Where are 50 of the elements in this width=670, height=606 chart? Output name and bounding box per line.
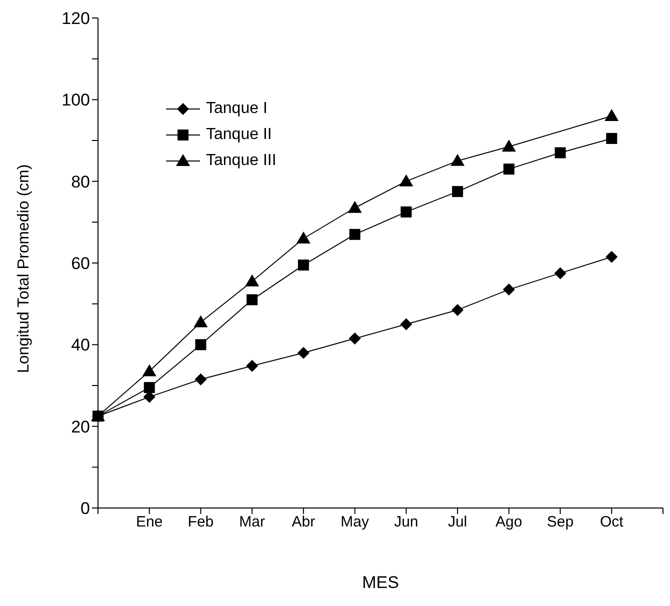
point (604, 109, 619, 121)
x-tick-label: Jul (448, 514, 468, 531)
point (502, 140, 516, 152)
x-tick-label: Ene (136, 514, 163, 531)
point (194, 373, 207, 386)
legend-label: Tanque I (206, 100, 268, 118)
x-tick-label: May (340, 514, 370, 531)
x-tick-label: Sep (546, 514, 574, 531)
y-axis-title: Longitud Total Promedio (cm) (16, 164, 33, 373)
point (503, 164, 514, 175)
legend-label: Tanque III (206, 152, 276, 170)
y-tick-label: 100 (62, 90, 90, 110)
point (144, 382, 155, 394)
y-tick-label: 20 (71, 417, 90, 436)
x-tick-label: Ago (496, 514, 522, 531)
point (349, 228, 360, 240)
x-tick-label: Mar (239, 514, 266, 531)
point (195, 339, 206, 350)
point (452, 304, 464, 316)
point (296, 232, 310, 244)
y-tick-label: 120 (62, 9, 90, 28)
point (606, 132, 618, 144)
point (400, 318, 412, 330)
y-tick-label: 80 (71, 172, 90, 192)
point (194, 315, 208, 328)
y-tick-label: 0 (80, 499, 90, 518)
x-tick-label: Abr (292, 514, 316, 531)
point (502, 284, 515, 296)
point (450, 154, 465, 166)
point (142, 364, 156, 376)
point (554, 147, 566, 158)
y-tick-label: 60 (71, 254, 90, 274)
x-tick-label: Feb (188, 514, 214, 531)
point (554, 267, 566, 280)
point (399, 174, 414, 186)
point (298, 260, 309, 271)
point (606, 250, 618, 263)
legend-label: Tanque II (206, 126, 272, 144)
point (400, 206, 412, 218)
point (452, 186, 464, 198)
point (297, 346, 310, 359)
x-tick-label: Oct (600, 514, 624, 531)
x-axis-title: MES (362, 573, 399, 592)
point (245, 274, 260, 286)
point (246, 360, 258, 372)
point (348, 200, 362, 213)
x-tick-label: Jun (394, 514, 418, 531)
y-tick-label: 40 (71, 336, 90, 355)
point (246, 294, 258, 306)
point (348, 332, 361, 345)
